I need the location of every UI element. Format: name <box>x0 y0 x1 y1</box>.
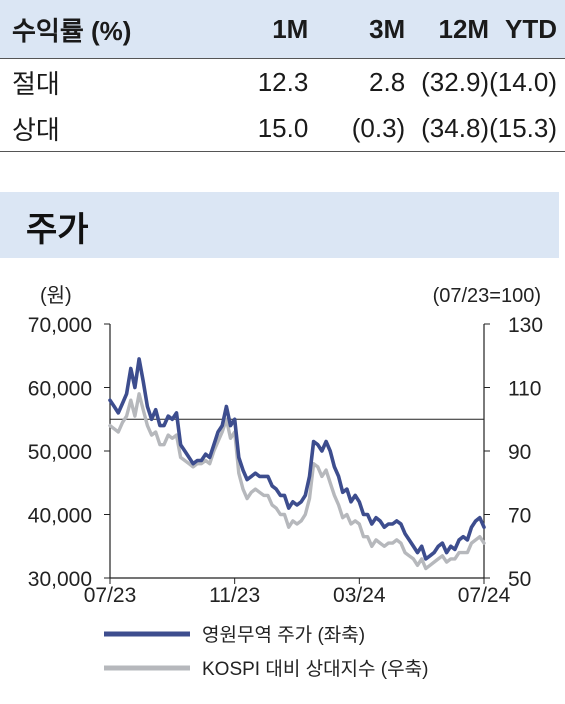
row-label: 상대 <box>0 105 233 152</box>
returns-header-row: 수익률 (%) 1M 3M 12M YTD <box>0 0 565 59</box>
cell-1m: 12.3 <box>257 66 309 97</box>
left-axis-unit: (원) <box>40 284 72 307</box>
y-tick-label-right: 110 <box>508 378 541 401</box>
returns-header-ytd: YTD <box>489 0 565 59</box>
y-tick-label-right: 50 <box>508 568 531 591</box>
y-tick-label-left: 70,000 <box>28 314 92 337</box>
x-tick-label: 07/24 <box>458 584 511 607</box>
y-tick-label-right: 70 <box>508 505 531 528</box>
cell-12m: (34.8) <box>405 105 490 152</box>
section-title: 주가 <box>26 211 89 249</box>
cell-12m: (32.9) <box>421 66 490 97</box>
x-tick-label: 03/24 <box>333 584 386 607</box>
returns-header-1m: 1M <box>232 0 309 59</box>
returns-header-12m: 12M <box>405 0 490 59</box>
section-header: 주가 <box>0 192 559 258</box>
cell-3m: 2.8 <box>369 66 406 97</box>
y-tick-label-left: 50,000 <box>28 441 92 464</box>
y-tick-label-left: 60,000 <box>28 378 92 401</box>
legend-label: KOSPI 대비 상대지수 (우축) <box>202 658 428 680</box>
cell-ytd: (14.0) <box>489 66 557 97</box>
stock-price-chart: 70,000 60,000 50,000 40,000 30,000 130 110 90 70… <box>0 262 565 704</box>
y-tick-label-left: 40,000 <box>28 505 92 528</box>
relative-index-line <box>108 392 486 571</box>
returns-row-absolute: 절대 12.3 2.8 (32.9) (14.0) <box>0 59 565 106</box>
cell-1m: 15.0 <box>232 105 309 152</box>
x-tick-label: 07/23 <box>84 584 137 607</box>
right-axis-unit: (07/23=100) <box>433 285 541 307</box>
y-tick-label-right: 130 <box>508 314 543 337</box>
cell-ytd: (15.3) <box>489 105 565 152</box>
chart-svg: 70,000 60,000 50,000 40,000 30,000 130 110 90 70… <box>28 284 543 680</box>
returns-header-3m: 3M <box>308 0 406 59</box>
price-line <box>108 357 486 561</box>
y-tick-label-left: 30,000 <box>28 568 92 591</box>
returns-header-label: 수익률 (%) <box>0 0 233 59</box>
row-label: 절대 <box>12 68 60 99</box>
x-tick-label: 11/23 <box>209 584 260 607</box>
cell-3m: (0.3) <box>308 105 406 152</box>
returns-row-relative: 상대 15.0 (0.3) (34.8) (15.3) <box>0 105 565 152</box>
returns-table: 수익률 (%) 1M 3M 12M YTD 절대 12.3 2.8 (32.9)… <box>0 0 565 152</box>
legend-label: 영원무역 주가 (좌축) <box>202 624 365 646</box>
y-tick-label-right: 90 <box>508 441 531 464</box>
